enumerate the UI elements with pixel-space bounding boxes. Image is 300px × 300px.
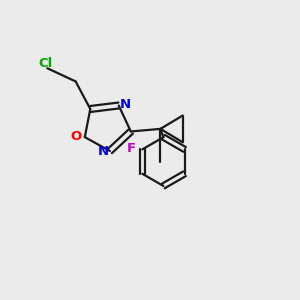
Text: N: N: [98, 145, 109, 158]
Text: O: O: [71, 130, 82, 143]
Text: F: F: [126, 142, 136, 155]
Text: Cl: Cl: [39, 57, 53, 70]
Text: N: N: [120, 98, 131, 111]
